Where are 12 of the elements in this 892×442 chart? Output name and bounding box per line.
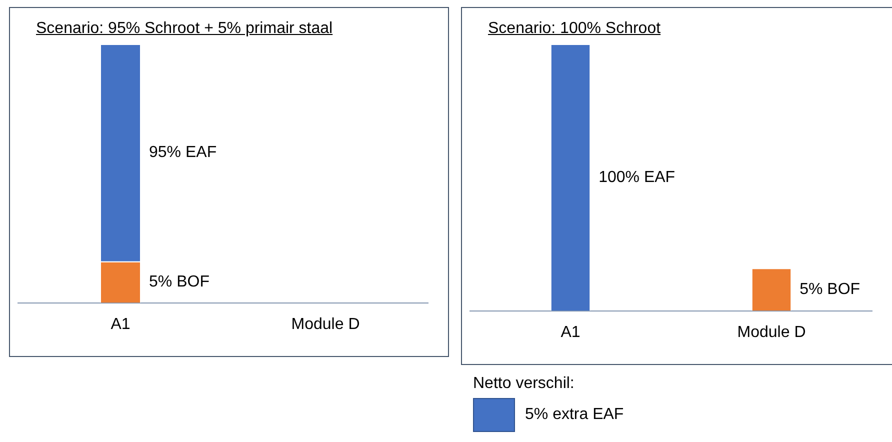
series-label: 95% EAF xyxy=(149,144,217,162)
chart-title: Scenario: 100% Schroot xyxy=(488,20,661,38)
x-tick-label: Module D xyxy=(291,316,360,333)
series-label: 5% BOF xyxy=(800,280,860,298)
text: 5% extra EAF xyxy=(525,406,624,424)
text: Netto verschil: xyxy=(473,375,574,393)
x-tick-label: A1 xyxy=(560,324,580,341)
x-tick-label: A1 xyxy=(110,316,130,333)
x-tick-label: Module D xyxy=(737,324,806,341)
chart-title: Scenario: 95% Schroot + 5% primair staal xyxy=(36,20,333,38)
series-label: 5% BOF xyxy=(149,274,210,290)
series-label: 100% EAF xyxy=(598,168,676,186)
